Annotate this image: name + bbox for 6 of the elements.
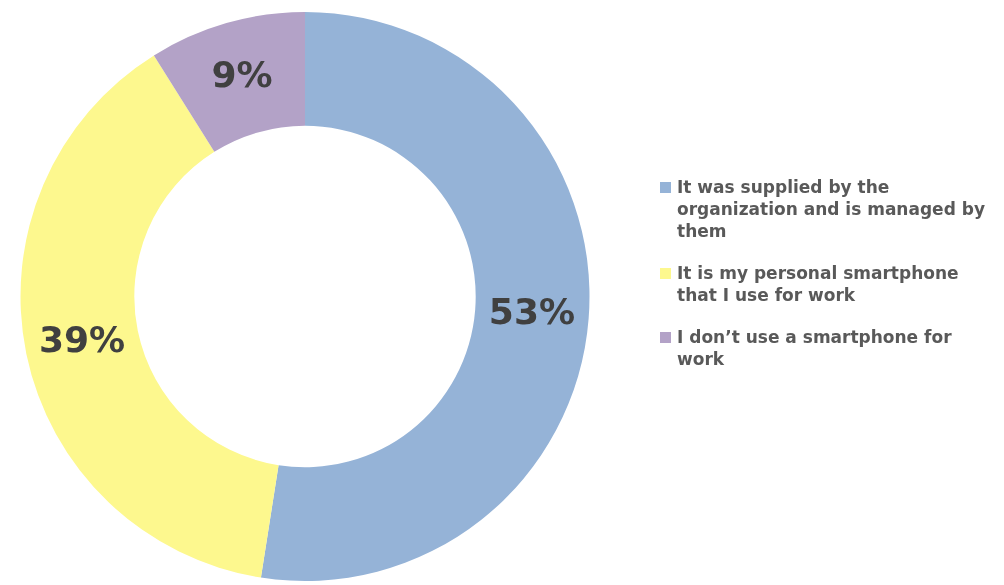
legend-label: I don’t use a smartphone for work — [677, 326, 953, 370]
legend-label: It was supplied by the organization and is managed by them — [677, 176, 986, 242]
data-label: 9% — [211, 54, 273, 96]
data-label: 53% — [488, 290, 575, 332]
data-label: 39% — [38, 318, 126, 360]
legend-label: It is my personal smartphone that I use for work — [677, 262, 960, 306]
